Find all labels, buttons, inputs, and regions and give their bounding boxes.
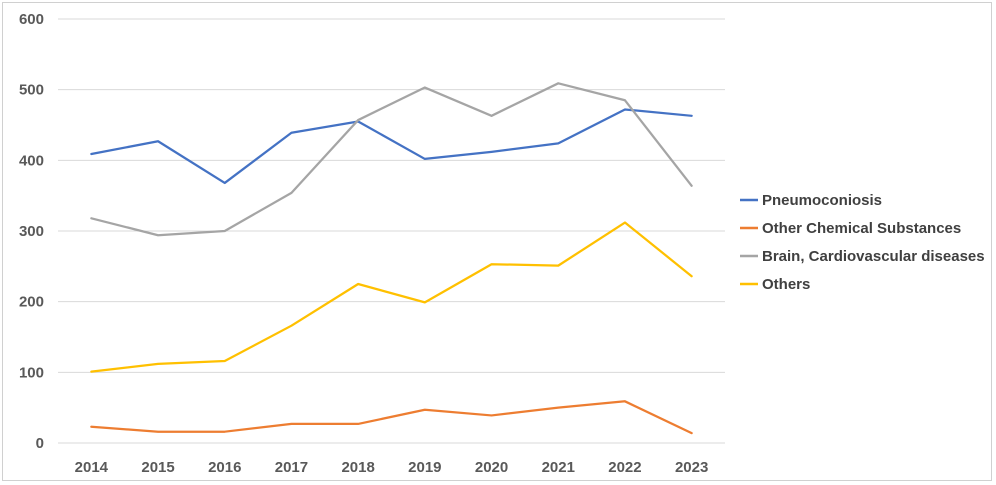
legend-label: Pneumoconiosis <box>762 192 882 209</box>
x-tick-label: 2016 <box>208 459 241 476</box>
y-tick-label: 600 <box>19 11 44 28</box>
x-tick-label: 2020 <box>475 459 508 476</box>
x-tick-label: 2017 <box>275 459 308 476</box>
y-axis-ticks: 0 100 200 300 400 500 600 <box>19 11 44 452</box>
x-tick-label: 2023 <box>675 459 708 476</box>
series-lines <box>90 82 693 435</box>
y-tick-label: 400 <box>19 152 44 169</box>
y-tick-label: 200 <box>19 294 44 311</box>
legend-label: Brain, Cardiovascular diseases <box>762 248 985 265</box>
legend-item-pneumoconiosis: Pneumoconiosis <box>740 192 882 209</box>
x-tick-label: 2015 <box>141 459 174 476</box>
legend-label: Other Chemical Substances <box>762 220 961 237</box>
legend-item-others: Others <box>740 276 810 293</box>
y-tick-label: 300 <box>19 223 44 240</box>
series-line-pneumoconiosis <box>90 108 693 185</box>
y-tick-label: 100 <box>19 364 44 381</box>
legend-item-brain-cardiovascular-diseases: Brain, Cardiovascular diseases <box>740 248 985 265</box>
x-tick-label: 2022 <box>608 459 641 476</box>
legend-label: Others <box>762 276 810 293</box>
x-tick-label: 2018 <box>341 459 374 476</box>
x-tick-label: 2019 <box>408 459 441 476</box>
y-tick-label: 0 <box>36 435 44 452</box>
series-line-brain-cardiovascular-diseases <box>90 82 693 237</box>
legend: Pneumoconiosis Other Chemical Substances… <box>740 192 985 293</box>
x-tick-label: 2014 <box>75 459 109 476</box>
series-line-others <box>90 221 693 373</box>
x-axis-ticks: 2014 2015 2016 2017 2018 2019 2020 2021 … <box>75 459 709 476</box>
x-tick-label: 2021 <box>542 459 575 476</box>
legend-item-other-chemical-substances: Other Chemical Substances <box>740 220 961 237</box>
gridlines <box>58 18 725 444</box>
y-tick-label: 500 <box>19 82 44 99</box>
series-line-other-chemical-substances <box>90 400 693 435</box>
